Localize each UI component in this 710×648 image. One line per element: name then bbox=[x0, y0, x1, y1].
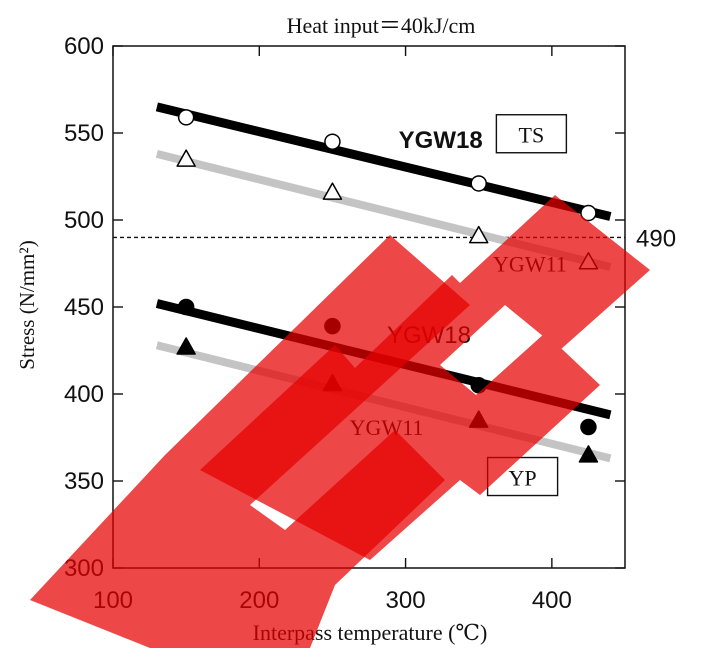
y-tick-label: 350 bbox=[64, 468, 104, 495]
x-tick-label: 400 bbox=[532, 587, 572, 614]
chart-title: Heat input＝40kJ/cm bbox=[287, 13, 476, 38]
y-tick-label: 400 bbox=[64, 381, 104, 408]
x-tick-label: 300 bbox=[386, 587, 426, 614]
point-yp-ygw18 bbox=[580, 418, 597, 436]
point-ts-ygw11 bbox=[322, 182, 343, 200]
watermark-letter-e2 bbox=[200, 195, 650, 560]
y-tick-label: 500 bbox=[64, 207, 104, 234]
plot-frame bbox=[112, 45, 626, 569]
series-label-ygw18: YGW18 bbox=[399, 127, 483, 154]
label-yp: YP bbox=[509, 466, 537, 491]
point-ts-ygw11 bbox=[468, 225, 489, 244]
y-tick-label: 450 bbox=[64, 294, 104, 321]
y-tick-label: 550 bbox=[64, 120, 104, 147]
point-yp-ygw18 bbox=[177, 298, 195, 316]
label-ts: TS bbox=[519, 123, 545, 148]
y-tick-label: 600 bbox=[64, 33, 104, 60]
point-ts-ygw18 bbox=[324, 133, 341, 150]
point-yp-ygw11 bbox=[176, 337, 196, 355]
point-ts-ygw18 bbox=[177, 109, 195, 126]
label-box-ts bbox=[495, 114, 568, 154]
point-ts-ygw11 bbox=[176, 149, 196, 167]
point-ts-ygw18 bbox=[470, 175, 487, 192]
point-yp-ygw11 bbox=[578, 445, 599, 463]
fit-line-ts-ygw18 bbox=[155, 102, 612, 221]
reference-line-label: 490 bbox=[636, 225, 676, 252]
y-axis-label: Stress (N/mm²) bbox=[15, 240, 39, 369]
watermark bbox=[30, 195, 650, 648]
point-ts-ygw18 bbox=[580, 204, 597, 222]
